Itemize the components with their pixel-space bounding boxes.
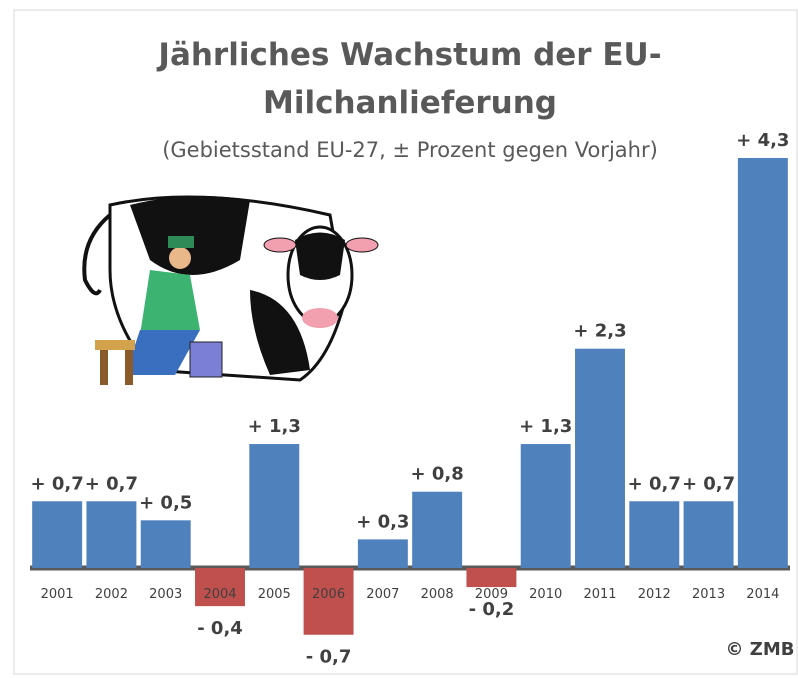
bar: [737, 158, 788, 568]
bar: [86, 501, 137, 568]
bar: [357, 539, 408, 568]
chart-title: Milchanlieferung: [263, 85, 557, 121]
x-tick-label: 2003: [149, 587, 182, 602]
value-label: + 0,3: [356, 511, 409, 532]
value-label: - 0,2: [469, 599, 515, 620]
bar: [195, 568, 245, 607]
value-label: + 0,5: [139, 492, 192, 513]
value-label: + 0,8: [411, 464, 464, 485]
value-label: + 1,3: [519, 416, 572, 437]
x-tick-label: 2001: [41, 587, 74, 602]
bar: [520, 444, 571, 568]
x-tick-label: 2014: [746, 587, 779, 602]
bar: [303, 568, 354, 635]
value-label: + 1,3: [248, 416, 301, 437]
x-tick-label: 2007: [366, 587, 399, 602]
x-tick-label: 2013: [692, 587, 725, 602]
x-tick-label: 2004: [203, 587, 236, 602]
value-label: - 0,4: [197, 618, 243, 639]
x-tick-label: 2002: [95, 587, 128, 602]
x-tick-label: 2012: [638, 587, 671, 602]
bar: [683, 501, 734, 568]
value-label: + 0,7: [628, 473, 681, 494]
value-label: + 0,7: [85, 473, 138, 494]
x-tick-label: 2008: [421, 587, 454, 602]
x-tick-label: 2011: [583, 587, 616, 602]
value-label: + 4,3: [736, 130, 789, 151]
value-label: + 0,7: [31, 473, 84, 494]
value-label: + 0,7: [682, 473, 735, 494]
bar: [629, 501, 680, 568]
x-tick-label: 2010: [529, 587, 562, 602]
bar: [249, 444, 300, 568]
chart-title: Jährliches Wachstum der EU-: [156, 37, 661, 73]
bar: [575, 348, 625, 568]
bar: [412, 491, 463, 568]
chart-subtitle: (Gebietsstand EU-27, ± Prozent gegen Vor…: [162, 138, 658, 162]
value-label: + 2,3: [573, 321, 626, 342]
x-tick-label: 2006: [312, 587, 345, 602]
bar: [32, 501, 83, 568]
source: © ZMB: [726, 639, 795, 660]
cow-illustration: [82, 195, 379, 385]
value-label: - 0,7: [306, 647, 352, 668]
x-tick-label: 2005: [258, 587, 291, 602]
bar: [140, 520, 191, 568]
x-tick-label: 2009: [475, 587, 508, 602]
bar: [466, 568, 517, 588]
